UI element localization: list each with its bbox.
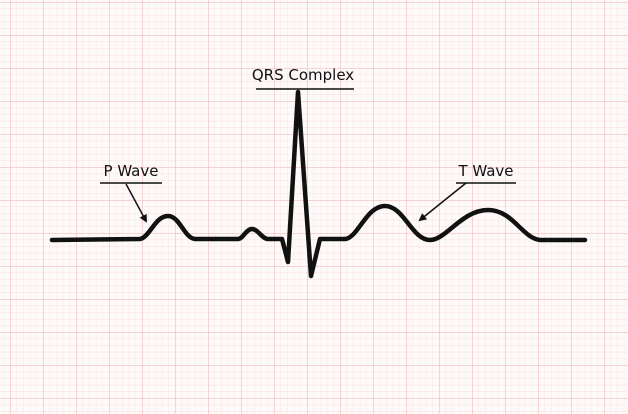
t-wave-arrow bbox=[418, 182, 467, 222]
qrs-complex-annotation: QRS Complex bbox=[252, 66, 354, 90]
p-wave-annotation: P Wave bbox=[100, 162, 162, 223]
ecg-trace bbox=[49, 89, 588, 279]
t-wave-label: T Wave bbox=[457, 162, 513, 180]
p-wave-label: P Wave bbox=[104, 162, 159, 180]
t-wave-annotation: T Wave bbox=[418, 162, 516, 222]
qrs-complex-label: QRS Complex bbox=[252, 66, 354, 84]
p-wave-arrow bbox=[125, 183, 147, 223]
